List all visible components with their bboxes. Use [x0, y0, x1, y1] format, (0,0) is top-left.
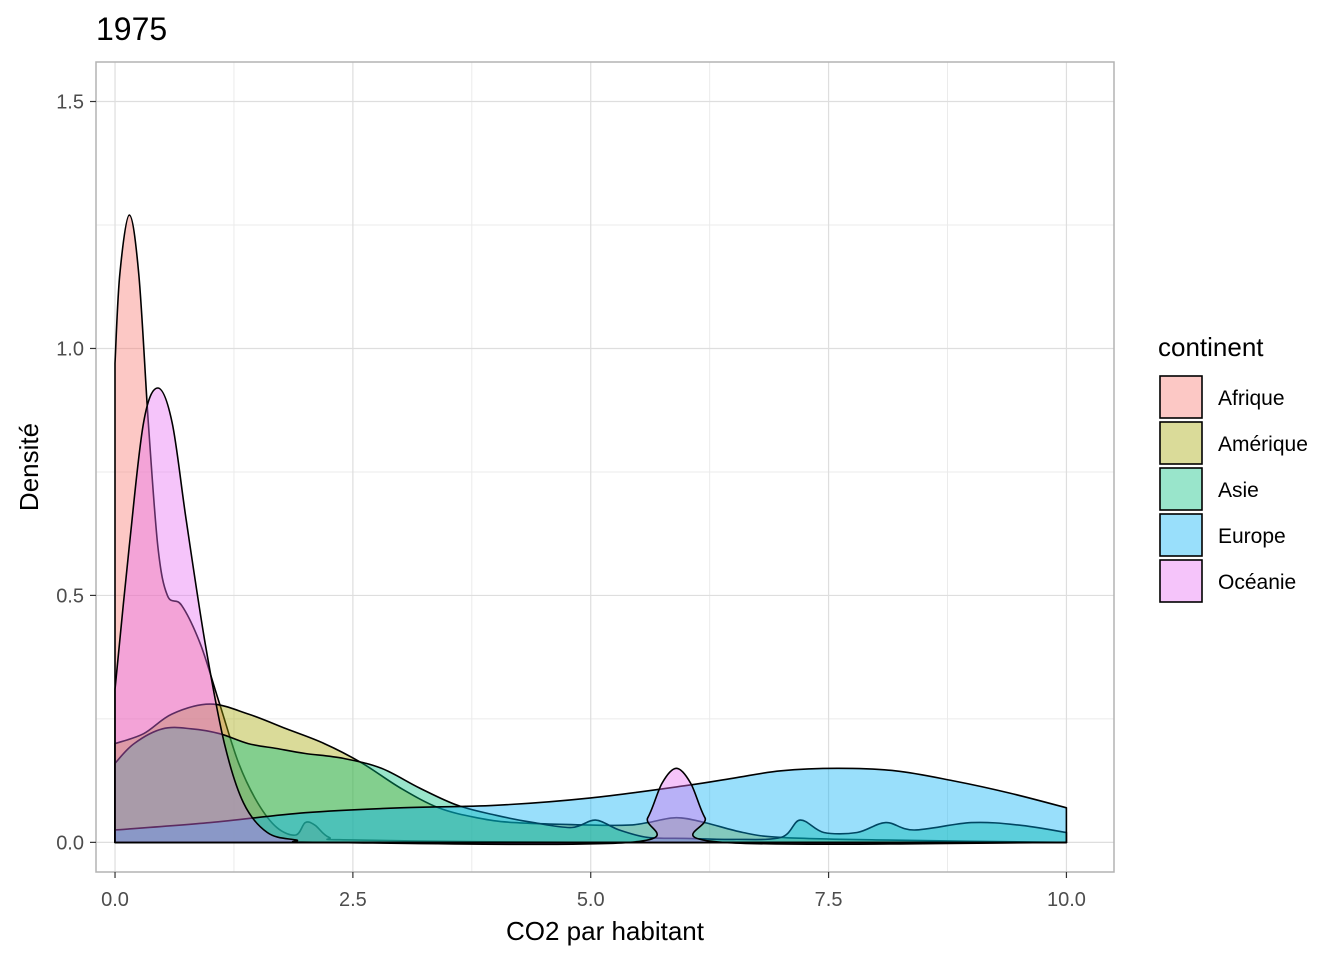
- legend: continent Afrique Amérique Asie Europe Océan…: [1158, 332, 1308, 603]
- legend-label-afrique: Afrique: [1218, 387, 1285, 410]
- y-axis-ticks: 0.0 0.5 1.0 1.5: [56, 92, 96, 854]
- x-tick-label: 2.5: [339, 889, 367, 911]
- y-axis-title: Densité: [14, 423, 44, 511]
- legend-key-afrique: [1159, 375, 1203, 419]
- x-tick-label: 0.0: [101, 889, 129, 911]
- y-tick-label: 0.0: [56, 832, 84, 854]
- legend-key-europe: [1159, 513, 1203, 557]
- legend-title: continent: [1158, 332, 1264, 362]
- legend-key-bg: [1160, 514, 1202, 556]
- legend-items: Afrique Amérique Asie Europe Océanie: [1159, 375, 1308, 603]
- density-area-europe: [114, 767, 1068, 844]
- x-axis-title: CO2 par habitant: [506, 916, 705, 946]
- density-areas: [114, 214, 1068, 846]
- x-tick-label: 7.5: [815, 889, 843, 911]
- x-tick-label: 5.0: [577, 889, 605, 911]
- density-area-amérique: [114, 703, 1068, 844]
- legend-key-bg: [1160, 376, 1202, 418]
- x-tick-label: 10.0: [1047, 889, 1086, 911]
- panel-border: [95, 61, 1115, 873]
- y-tick-label: 1.5: [56, 92, 84, 114]
- y-tick-label: 0.5: [56, 585, 84, 607]
- legend-key-bg: [1160, 422, 1202, 464]
- legend-key-asie: [1159, 467, 1203, 511]
- y-tick-label: 1.0: [56, 338, 84, 360]
- density-area-asie: [114, 726, 1068, 844]
- legend-key-amérique: [1159, 421, 1203, 465]
- legend-key-bg: [1160, 468, 1202, 510]
- x-axis-ticks: 0.0 2.5 5.0 7.5 10.0: [101, 872, 1086, 911]
- legend-key-océanie: [1159, 559, 1203, 603]
- legend-label-amérique: Amérique: [1218, 433, 1308, 456]
- legend-label-europe: Europe: [1218, 525, 1286, 548]
- legend-key-bg: [1160, 560, 1202, 602]
- chart-title: 1975: [96, 11, 167, 47]
- density-area-océanie: [114, 387, 1068, 846]
- legend-label-océanie: Océanie: [1218, 571, 1296, 594]
- density-area-afrique: [114, 214, 1068, 844]
- legend-label-asie: Asie: [1218, 479, 1259, 502]
